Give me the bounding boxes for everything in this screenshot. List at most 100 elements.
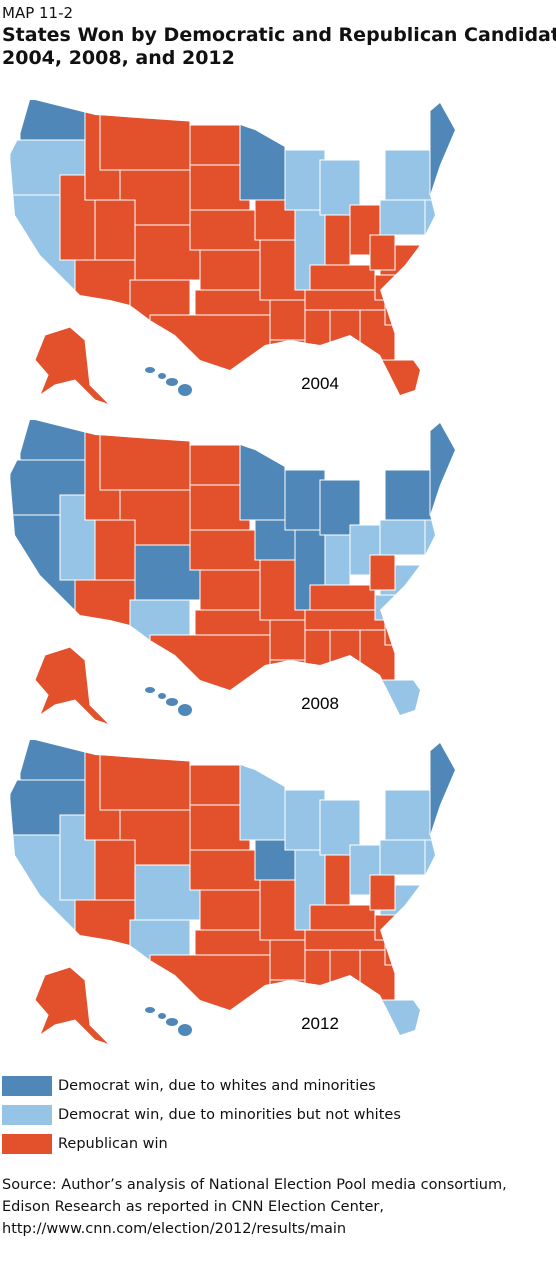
state bbox=[239, 124, 286, 201]
state bbox=[269, 339, 316, 376]
state bbox=[19, 740, 96, 781]
state bbox=[284, 469, 326, 531]
state bbox=[424, 519, 446, 566]
state bbox=[189, 124, 246, 166]
state bbox=[429, 100, 455, 196]
title-line: 2004, 2008, and 2012 bbox=[2, 47, 235, 69]
state bbox=[384, 614, 421, 646]
state bbox=[94, 519, 136, 586]
state bbox=[324, 854, 351, 911]
state bbox=[339, 679, 426, 715]
state bbox=[94, 839, 136, 906]
state bbox=[379, 839, 426, 876]
state bbox=[19, 420, 96, 461]
state bbox=[319, 799, 361, 856]
state bbox=[304, 929, 386, 951]
alaska bbox=[34, 646, 111, 726]
state bbox=[384, 934, 421, 966]
state bbox=[424, 199, 446, 246]
hawaii bbox=[178, 704, 192, 716]
map-year: 2012 bbox=[301, 1014, 339, 1033]
state bbox=[134, 544, 201, 601]
legend-item: Democrat win, due to whites and minoriti… bbox=[2, 1076, 376, 1096]
state bbox=[99, 109, 191, 171]
legend-item: Democrat win, due to minorities but not … bbox=[2, 1105, 401, 1125]
state bbox=[309, 584, 376, 611]
state bbox=[284, 789, 326, 851]
hawaii bbox=[166, 378, 178, 386]
state bbox=[269, 939, 311, 981]
state bbox=[379, 519, 426, 556]
map-label: MAP 11-2 bbox=[2, 4, 74, 22]
legend-swatch bbox=[2, 1105, 52, 1125]
state bbox=[149, 634, 281, 715]
state bbox=[149, 954, 281, 1035]
state bbox=[384, 294, 421, 326]
state bbox=[329, 949, 361, 1001]
state bbox=[239, 764, 286, 841]
us-map: 2004 bbox=[10, 100, 455, 406]
state bbox=[74, 899, 136, 981]
legend-item: Republican win bbox=[2, 1134, 168, 1154]
state bbox=[304, 609, 386, 631]
state bbox=[374, 914, 436, 941]
title-line: States Won by Democratic and Republican … bbox=[2, 24, 556, 46]
state bbox=[99, 749, 191, 811]
state bbox=[269, 659, 316, 696]
hawaii bbox=[158, 1013, 166, 1019]
hawaii bbox=[145, 367, 155, 373]
source-line: Edison Research as reported in CNN Elect… bbox=[2, 1199, 384, 1215]
state bbox=[329, 309, 361, 361]
state bbox=[74, 259, 136, 341]
legend-swatch bbox=[2, 1076, 52, 1096]
state bbox=[304, 289, 386, 311]
state bbox=[429, 740, 455, 836]
state bbox=[74, 579, 136, 661]
state bbox=[189, 209, 261, 251]
map-year: 2004 bbox=[301, 374, 339, 393]
state bbox=[199, 569, 266, 611]
state bbox=[329, 629, 361, 681]
state bbox=[369, 234, 396, 271]
hawaii bbox=[158, 693, 166, 699]
state bbox=[369, 554, 396, 591]
state bbox=[374, 274, 436, 301]
legend-label: Democrat win, due to whites and minoriti… bbox=[58, 1078, 376, 1094]
state bbox=[369, 874, 396, 911]
hawaii bbox=[178, 384, 192, 396]
state bbox=[339, 359, 426, 395]
state bbox=[309, 264, 376, 291]
state bbox=[384, 149, 436, 201]
state bbox=[189, 444, 246, 486]
state bbox=[239, 444, 286, 521]
alaska bbox=[34, 326, 111, 406]
state bbox=[94, 199, 136, 266]
source: Source: Author’s analysis of National El… bbox=[2, 1174, 507, 1240]
state bbox=[429, 420, 455, 516]
state bbox=[374, 594, 436, 621]
state bbox=[359, 309, 396, 366]
state bbox=[359, 629, 396, 686]
legend-swatch bbox=[2, 1134, 52, 1154]
state bbox=[339, 999, 426, 1035]
state bbox=[359, 949, 396, 1006]
hawaii bbox=[145, 1007, 155, 1013]
state bbox=[304, 629, 331, 681]
alaska bbox=[34, 966, 111, 1046]
state bbox=[379, 199, 426, 236]
source-line: Source: Author’s analysis of National El… bbox=[2, 1177, 507, 1193]
legend-label: Republican win bbox=[58, 1136, 168, 1152]
state bbox=[304, 309, 331, 361]
state bbox=[324, 534, 351, 591]
source-line: http://www.cnn.com/election/2012/results… bbox=[2, 1221, 347, 1237]
state bbox=[269, 299, 311, 341]
state bbox=[99, 429, 191, 491]
us-map: 2012 bbox=[10, 740, 455, 1046]
state bbox=[309, 904, 376, 931]
hawaii bbox=[178, 1024, 192, 1036]
state bbox=[384, 469, 436, 521]
hawaii bbox=[166, 1018, 178, 1026]
state bbox=[269, 979, 316, 1016]
